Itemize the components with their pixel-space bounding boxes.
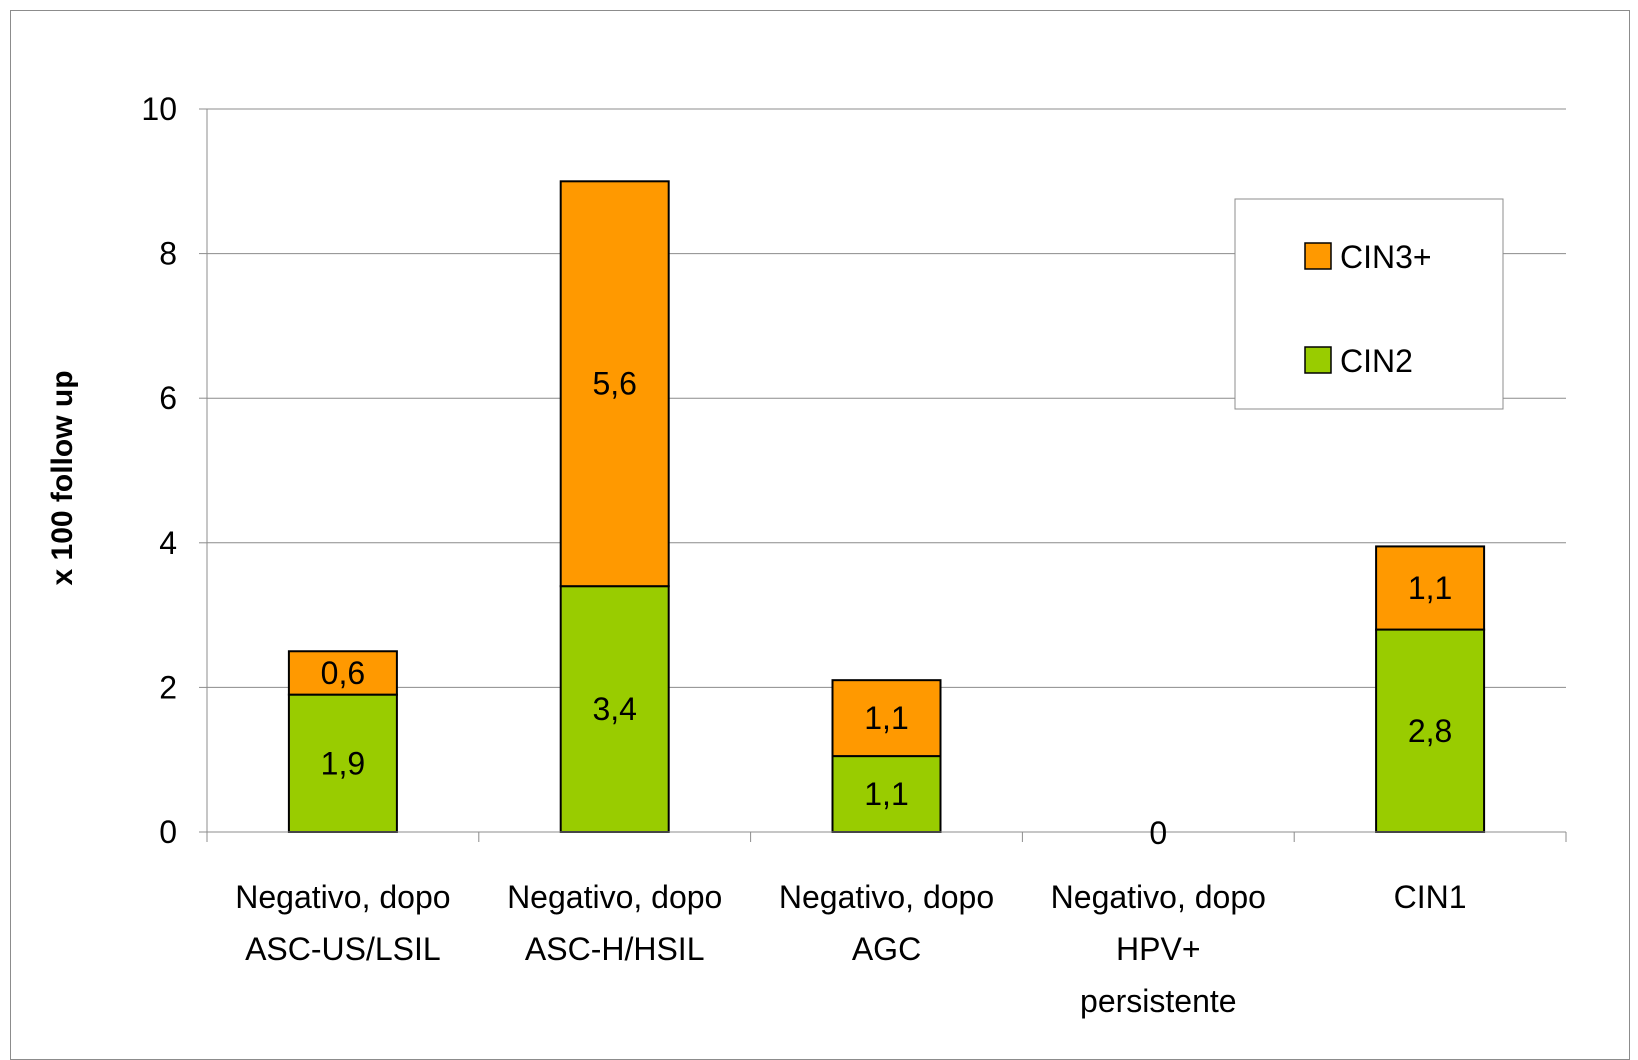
x-axis-ticks: Negativo, dopo ASC-US/LSIL Negativo, dopo A… <box>235 879 1466 1019</box>
x-tick-label: Negativo, dopo ASC-US/LSIL <box>235 879 450 967</box>
bar-cin2-1 <box>559 585 670 833</box>
axes <box>206 109 1567 842</box>
bar-cin3-1 <box>559 180 670 588</box>
x-tick-label: Negativo, dopo AGC <box>779 879 994 967</box>
data-label: 1,1 <box>864 776 908 812</box>
data-label: 0,6 <box>321 655 365 691</box>
data-label: 3,4 <box>592 691 636 727</box>
data-label: 2,8 <box>1408 713 1452 749</box>
data-labels: 1,9 0,6 3,4 5,6 1,1 1,1 0 2,8 1,1 <box>321 366 1453 851</box>
y-tick-label: 0 <box>159 814 177 850</box>
y-tick-label: 4 <box>159 525 177 561</box>
legend-swatch <box>1304 242 1332 270</box>
data-label: 1,9 <box>321 745 365 781</box>
bar-cin3-2 <box>831 679 942 758</box>
y-axis-ticks: 0 2 4 6 8 10 <box>141 91 207 850</box>
x-tick-label: Negativo, dopo ASC-H/HSIL <box>507 879 722 967</box>
legend: CIN3+ CIN2 <box>1234 198 1504 410</box>
legend-label: CIN2 <box>1340 343 1413 379</box>
data-label: 5,6 <box>592 366 636 402</box>
data-label: 1,1 <box>864 700 908 736</box>
data-label-zero: 0 <box>1149 815 1167 851</box>
y-tick-label: 2 <box>159 669 177 705</box>
bars <box>287 180 1486 834</box>
bar-cin3-4 <box>1375 545 1486 631</box>
data-label: 1,1 <box>1408 570 1452 606</box>
y-axis-label: x 100 follow up <box>46 370 79 585</box>
x-tick-label: Negativo, dopo HPV+ persistente <box>1051 879 1266 1019</box>
y-tick-label: 10 <box>141 91 177 127</box>
y-tick-label: 6 <box>159 380 177 416</box>
x-tick-label: CIN1 <box>1394 879 1467 915</box>
bar-cin3-0 <box>287 650 398 696</box>
legend-label: CIN3+ <box>1340 239 1432 275</box>
y-tick-label: 8 <box>159 236 177 272</box>
bar-cin2-2 <box>831 755 942 834</box>
legend-box <box>1234 198 1504 410</box>
legend-swatch <box>1304 346 1332 374</box>
